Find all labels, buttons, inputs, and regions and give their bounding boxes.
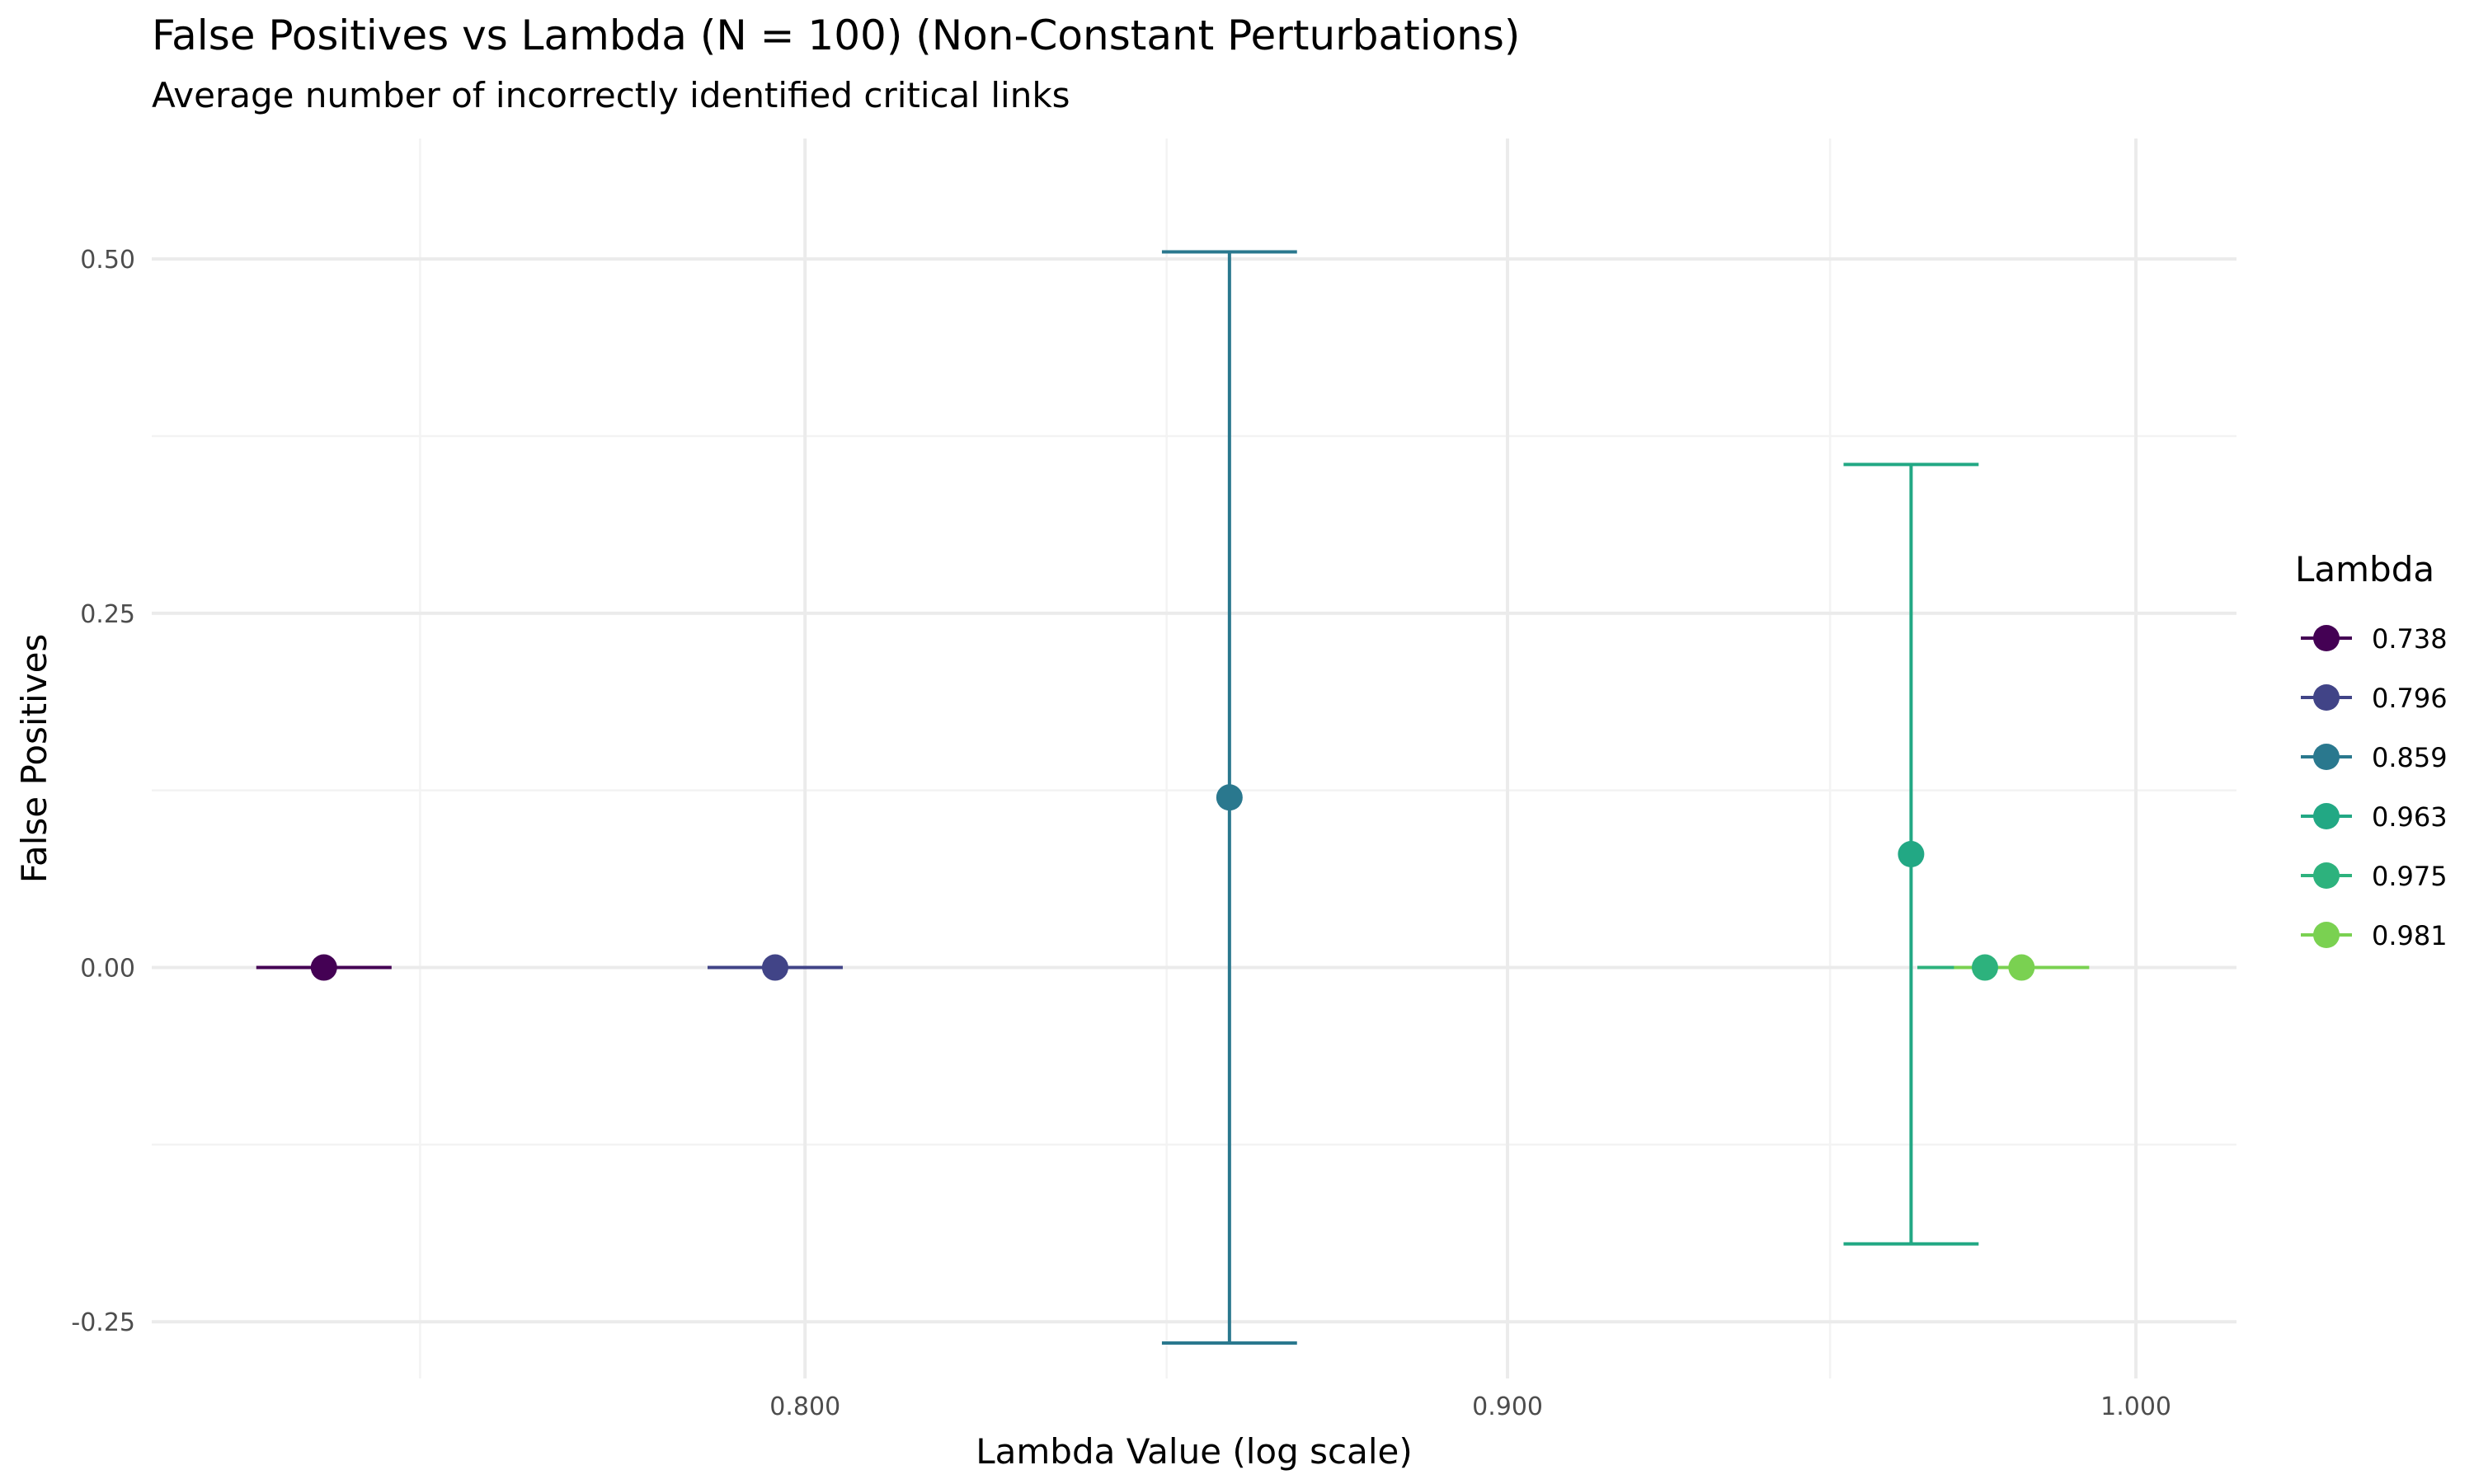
chart-title: False Positives vs Lambda (N = 100) (Non…	[152, 12, 1520, 59]
legend-label: 0.859	[2372, 742, 2448, 773]
legend-label: 0.975	[2372, 861, 2448, 892]
legend-item-0.859: 0.859	[2301, 742, 2448, 773]
legend-item-0.975: 0.975	[2301, 861, 2448, 892]
x-axis-title: Lambda Value (log scale)	[976, 1431, 1413, 1472]
legend-label: 0.738	[2372, 623, 2448, 655]
legend-label: 0.796	[2372, 683, 2448, 714]
y-axis-title: False Positives	[14, 634, 54, 884]
y-tick-label: 0.25	[80, 600, 135, 629]
data-point-0.963	[1898, 841, 1925, 868]
legend-item-0.981: 0.981	[2301, 920, 2448, 951]
legend-key-point	[2313, 625, 2340, 651]
legend-key-point	[2313, 803, 2340, 829]
x-tick-label: 1.000	[2100, 1392, 2171, 1421]
data-point-0.738	[310, 954, 337, 981]
y-tick-label: -0.25	[71, 1308, 135, 1337]
plot-area	[256, 250, 2090, 1345]
legend-title: Lambda	[2295, 549, 2434, 589]
chart-subtitle: Average number of incorrectly identified…	[152, 75, 1070, 115]
y-tick-label: 0.00	[80, 955, 135, 984]
grid	[152, 139, 2236, 1378]
legend-item-0.738: 0.738	[2301, 623, 2448, 655]
data-point-0.981	[2008, 954, 2035, 981]
legend-item-0.963: 0.963	[2301, 801, 2448, 833]
legend-key-point	[2313, 862, 2340, 889]
x-tick-label: 0.800	[769, 1392, 840, 1421]
legend-key-point	[2313, 744, 2340, 770]
legend: Lambda 0.738 0.796 0.859 0.963 0.975 0.981	[2295, 549, 2448, 951]
y-axis-ticks: -0.25 0.00 0.25 0.50	[71, 246, 135, 1337]
legend-key-point	[2313, 922, 2340, 948]
legend-label: 0.963	[2372, 801, 2448, 833]
data-point-0.975	[1971, 954, 1998, 981]
x-axis-ticks: 0.800 0.900 1.000	[769, 1392, 2171, 1421]
data-point-0.796	[761, 954, 788, 981]
legend-item-0.796: 0.796	[2301, 683, 2448, 714]
legend-items: 0.738 0.796 0.859 0.963 0.975 0.981	[2301, 623, 2448, 951]
x-tick-label: 0.900	[1472, 1392, 1543, 1421]
legend-key-point	[2313, 684, 2340, 711]
y-tick-label: 0.50	[80, 246, 135, 275]
legend-label: 0.981	[2372, 920, 2448, 951]
data-point-0.859	[1216, 784, 1243, 811]
